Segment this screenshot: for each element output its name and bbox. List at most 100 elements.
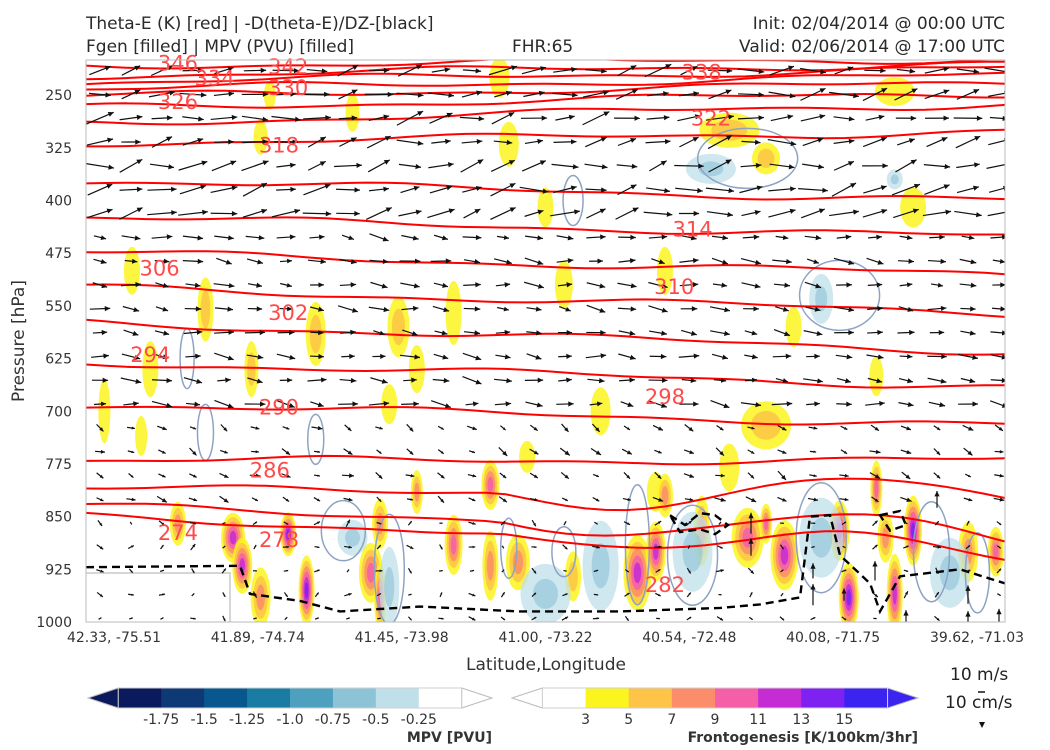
wind-vector (615, 88, 639, 100)
wind-vector (530, 497, 538, 502)
wind-vector (648, 234, 668, 240)
wind-vector-head (347, 427, 352, 431)
wind-vector-head (285, 594, 288, 597)
field-level (757, 148, 775, 168)
theta-e-contour (86, 103, 1005, 126)
wind-vector-head (317, 546, 320, 549)
wind-vector (582, 111, 610, 126)
wind-vector-head (440, 427, 444, 430)
wind-vector-head (504, 329, 511, 336)
wind-vector (369, 186, 389, 192)
wind-vector (927, 305, 947, 312)
wind-vector-head (194, 282, 201, 288)
wind-vector (617, 137, 637, 147)
wind-vector-head (290, 186, 296, 193)
frontogenesis-colorbar-swatch (844, 688, 889, 708)
wind-vector-head (782, 450, 787, 454)
wind-vector-head (626, 592, 630, 596)
wind-vector (463, 330, 481, 336)
wind-vector-head (936, 617, 940, 621)
wind-vector (804, 281, 822, 289)
wind-vector (649, 353, 667, 360)
wind-vector-head (287, 377, 293, 383)
wind-vector-head (786, 258, 792, 265)
wind-vector (744, 330, 758, 336)
theta-e-label: 338 (682, 61, 722, 85)
wind-vector-head (847, 66, 854, 72)
wind-vector-head (224, 522, 226, 524)
theta-e-contour (86, 405, 1005, 426)
wind-vector-head (103, 353, 109, 359)
wind-vector-head (664, 138, 671, 145)
wind-vector (214, 329, 234, 335)
wind-vector (679, 136, 699, 148)
wind-vector (398, 209, 422, 217)
wind-vector (745, 496, 757, 503)
wind-vector-head (136, 159, 143, 165)
y-tick-label: 625 (45, 352, 72, 368)
wind-vector (461, 138, 483, 145)
wind-vector (189, 447, 197, 456)
wind-vector (869, 449, 881, 455)
mpv-level (698, 161, 724, 177)
x-tick-label: 42.33, -75.51 (67, 630, 161, 646)
wind-vector-head (600, 353, 607, 359)
wind-vector-head (225, 259, 232, 265)
wind-vector-head (537, 260, 544, 265)
wind-vector (780, 569, 784, 573)
wind-vector (276, 162, 296, 168)
field-level (751, 410, 782, 440)
wind-vector (283, 592, 289, 598)
wind-vector (623, 425, 631, 431)
wind-vector-head (754, 283, 761, 289)
wind-vector (997, 593, 1001, 597)
wind-vector-head (417, 140, 424, 146)
wind-vector (842, 545, 846, 549)
wind-vector-head (967, 474, 971, 477)
title-left-line-2: Fgen [filled] | MPV (PVU) [filled] (86, 37, 355, 57)
wind-vector (933, 448, 941, 456)
wind-vector-head (414, 258, 421, 264)
wind-vector (284, 616, 288, 621)
wind-vector (737, 115, 765, 121)
wind-vector (189, 426, 197, 430)
wind-vector-head (228, 329, 234, 335)
wind-vector-head (818, 208, 825, 214)
wind-vector (437, 472, 445, 479)
wind-vector-head (262, 139, 268, 145)
wind-vector (996, 545, 1002, 549)
frontogenesis-patch (381, 384, 398, 425)
frontogenesis-colorbar-end-right (887, 687, 920, 709)
wind-vector (529, 472, 539, 479)
wind-vector-head (688, 617, 692, 620)
wind-vector-head (877, 329, 883, 336)
wind-vector-head (287, 306, 293, 312)
wind-vector (556, 258, 574, 264)
wind-vector-head (750, 618, 753, 620)
wind-vector-head (968, 235, 975, 240)
wind-vector (739, 185, 763, 194)
wind-vector-head (658, 617, 660, 620)
wind-vector (252, 591, 258, 599)
wind-vector-head (379, 522, 382, 525)
wind-vector-head (789, 93, 796, 99)
wind-vector (367, 159, 391, 173)
wind-vector (679, 282, 699, 288)
wind-vector-head (256, 378, 263, 384)
wind-vector (862, 136, 888, 148)
wind-vector-head (317, 306, 324, 312)
wind-vector-head (626, 474, 631, 479)
wind-vector-head (658, 545, 662, 549)
wind-vector-head (161, 617, 164, 619)
wind-vector-head (1001, 354, 1005, 360)
wind-vector-head (254, 498, 258, 501)
wind-vector (249, 473, 261, 478)
wind-vector (924, 89, 950, 100)
wind-vector-head (848, 116, 855, 122)
wind-vector (933, 472, 941, 479)
wind-vector-head (567, 235, 574, 241)
wind-vector-head (325, 211, 332, 217)
wind-vector (524, 377, 544, 383)
frontogenesis-patch (98, 379, 111, 444)
wind-vector-head (937, 282, 943, 288)
